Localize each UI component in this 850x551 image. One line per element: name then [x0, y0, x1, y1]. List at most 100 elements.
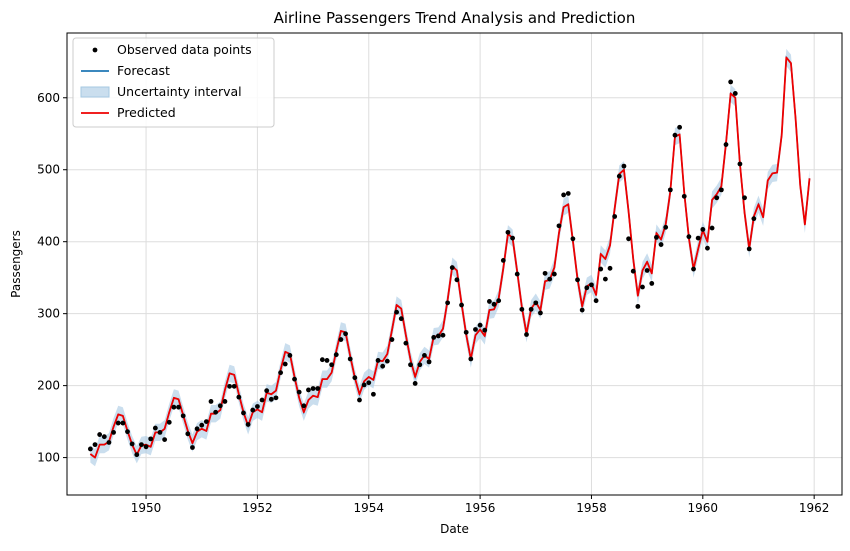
observed-point — [329, 362, 335, 368]
observed-point — [148, 436, 154, 442]
observed-point — [602, 276, 608, 282]
observed-point — [408, 362, 413, 368]
observed-point — [422, 352, 427, 358]
legend-label-observed-data-points: Observed data points — [117, 42, 252, 57]
observed-point — [338, 337, 344, 342]
observed-point — [394, 309, 399, 315]
predicted-series — [89, 56, 811, 459]
observed-point — [435, 333, 441, 339]
observed-point — [644, 268, 650, 273]
observed-point — [282, 361, 288, 367]
observed-point — [667, 187, 673, 193]
observed-point — [157, 429, 163, 435]
observed-point — [380, 363, 386, 369]
y-tick-label: 200 — [37, 379, 60, 393]
observed-point — [273, 395, 279, 401]
predicted-line — [89, 56, 811, 459]
observed-point — [296, 389, 302, 395]
observed-point — [250, 407, 256, 413]
observed-point — [658, 242, 664, 247]
observed-point — [222, 399, 228, 404]
observed-point — [514, 271, 520, 277]
observed-point — [612, 214, 618, 219]
observed-point — [199, 422, 205, 428]
observed-point — [301, 403, 307, 409]
observed-point — [139, 442, 144, 448]
observed-point — [426, 359, 432, 365]
observed-point — [306, 387, 311, 393]
x-tick-label: 1962 — [799, 501, 830, 515]
uncertainty-interval-band — [90, 48, 810, 467]
observed-point — [565, 191, 571, 196]
uncertainty-band — [90, 48, 810, 467]
plot-area-frame — [66, 32, 843, 496]
observed-point — [691, 266, 696, 272]
observed-point — [166, 419, 172, 425]
observed-point — [723, 142, 729, 147]
observed-point — [412, 381, 418, 386]
observed-point — [134, 452, 140, 458]
observed-point — [264, 388, 270, 394]
observed-point — [482, 327, 488, 333]
observed-point — [357, 397, 362, 403]
observed-point — [635, 304, 641, 309]
observed-point — [672, 132, 678, 138]
x-tick-label: 1950 — [131, 501, 162, 515]
observed-point — [649, 281, 655, 286]
observed-point — [268, 396, 274, 402]
observed-point — [705, 245, 710, 251]
legend-label-forecast: Forecast — [117, 63, 170, 78]
observed-points — [87, 79, 757, 458]
legend-swatch-observed-data-points — [92, 47, 98, 53]
observed-point — [686, 234, 692, 240]
observed-point — [486, 299, 492, 304]
observed-point — [194, 426, 200, 432]
observed-point — [709, 225, 715, 231]
observed-point — [236, 394, 242, 400]
observed-point — [700, 227, 706, 232]
observed-point — [654, 234, 659, 240]
observed-point — [468, 356, 474, 362]
observed-point — [403, 340, 409, 346]
observed-point — [125, 429, 130, 435]
observed-point — [115, 420, 121, 426]
legend-label-predicted: Predicted — [117, 105, 176, 120]
observed-point — [579, 307, 585, 313]
observed-point — [445, 300, 451, 306]
x-tick-label: 1958 — [576, 501, 607, 515]
observed-point — [371, 391, 376, 397]
observed-point — [384, 358, 390, 364]
y-tick-label: 100 — [37, 451, 60, 465]
observed-point — [542, 270, 548, 276]
observed-point — [449, 265, 455, 270]
observed-point — [677, 124, 683, 130]
observed-point — [255, 404, 260, 409]
observed-point — [510, 235, 515, 241]
y-axis-ticks: 100 200 300 400 500 600 — [37, 91, 67, 465]
observed-point — [695, 235, 701, 241]
x-tick-label: 1956 — [465, 501, 496, 515]
legend-label-uncertainty-interval: Uncertainty interval — [117, 84, 242, 99]
observed-point — [333, 352, 339, 358]
observed-point — [454, 277, 460, 283]
observed-point — [417, 362, 423, 368]
observed-point — [87, 446, 93, 452]
observed-point — [129, 441, 135, 447]
observed-point — [598, 266, 604, 272]
observed-point — [241, 410, 246, 416]
observed-point — [663, 224, 669, 230]
observed-point — [176, 404, 181, 410]
legend-swatch-uncertainty-interval — [80, 86, 110, 98]
observed-point — [630, 268, 636, 274]
observed-point — [287, 352, 293, 358]
observed-point — [732, 91, 738, 96]
observed-point — [589, 282, 594, 288]
observed-point — [473, 327, 478, 332]
observed-point — [500, 258, 506, 263]
observed-point — [524, 332, 529, 337]
chart-title: Airline Passengers Trend Analysis and Pr… — [274, 9, 636, 27]
observed-point — [584, 285, 590, 291]
observed-point — [746, 246, 752, 252]
observed-point — [440, 332, 446, 338]
